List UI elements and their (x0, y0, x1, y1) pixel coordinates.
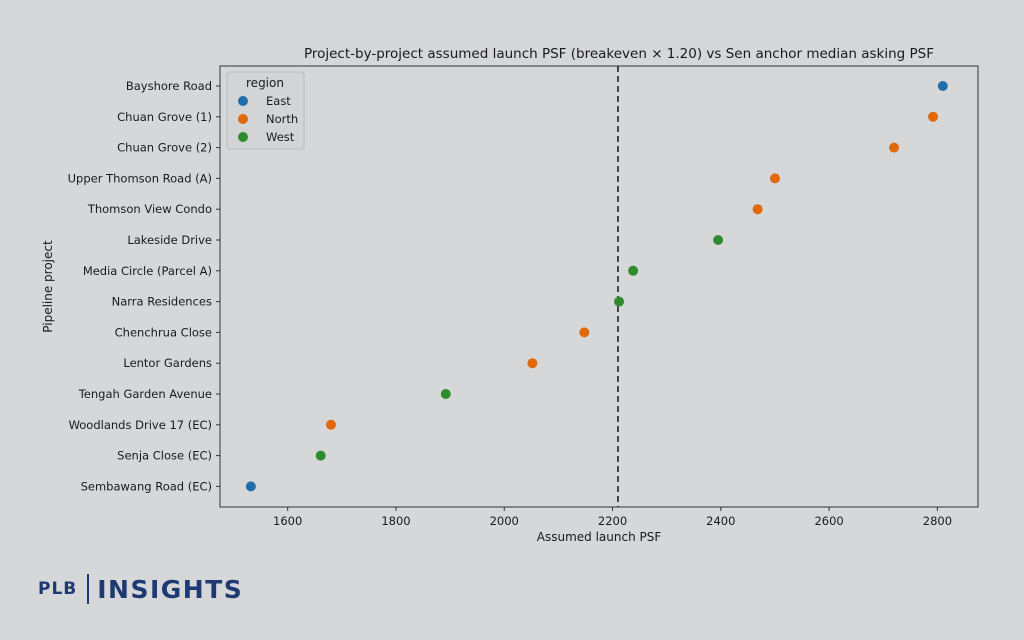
data-point (315, 450, 326, 461)
legend-label: North (266, 112, 298, 126)
y-tick-label: Lentor Gardens (123, 356, 212, 370)
legend-marker (238, 96, 248, 106)
x-tick-label: 1600 (273, 514, 302, 528)
y-tick-label: Sembawang Road (EC) (81, 479, 212, 493)
y-tick-label: Woodlands Drive 17 (EC) (69, 418, 212, 432)
x-tick-label: 2000 (490, 514, 519, 528)
logo-divider (87, 574, 90, 604)
y-tick-label: Upper Thomson Road (A) (68, 171, 212, 185)
x-tick-label: 2600 (814, 514, 843, 528)
y-tick-label: Chenchrua Close (115, 325, 212, 339)
legend-box (226, 71, 305, 150)
data-point (928, 111, 939, 122)
data-point (937, 81, 948, 91)
x-tick-label: 2200 (598, 514, 627, 528)
plot-area (219, 65, 979, 508)
data-point (527, 358, 538, 369)
data-point (614, 296, 625, 307)
x-tick-label: 2800 (923, 514, 952, 528)
legend-marker (238, 132, 248, 142)
logo-insights-text: INSIGHTS (97, 574, 244, 604)
y-tick-label: Narra Residences (112, 295, 212, 309)
y-tick-label: Senja Close (EC) (117, 449, 212, 463)
x-tick-label: 2400 (706, 514, 735, 528)
data-point (325, 419, 336, 430)
y-tick-label: Media Circle (Parcel A) (83, 264, 212, 278)
legend-title: region (246, 76, 284, 90)
data-point (889, 142, 900, 153)
chart-title: Project-by-project assumed launch PSF (b… (304, 46, 934, 62)
data-point (440, 389, 451, 399)
data-point (245, 481, 256, 492)
brand-logo: PLB INSIGHTS (38, 574, 243, 604)
y-axis-label: Pipeline project (41, 240, 55, 333)
legend-label: East (266, 94, 291, 108)
legend-marker (238, 114, 248, 124)
data-point (752, 204, 763, 215)
y-tick-label: Thomson View Condo (87, 202, 212, 216)
y-tick-label: Bayshore Road (126, 79, 212, 93)
logo-plb-text: PLB (38, 579, 78, 599)
y-tick-label: Tengah Garden Avenue (78, 387, 212, 401)
data-point (628, 265, 639, 276)
legend-label: West (266, 130, 295, 144)
x-tick-label: 1800 (381, 514, 410, 528)
x-axis-label: Assumed launch PSF (537, 530, 662, 544)
data-point (713, 235, 724, 245)
legend: region East North West (226, 71, 305, 150)
y-tick-label: Lakeside Drive (127, 233, 212, 247)
data-point (579, 327, 590, 338)
data-point (769, 173, 780, 184)
y-tick-label: Chuan Grove (1) (117, 110, 212, 124)
y-tick-label: Chuan Grove (2) (117, 141, 212, 155)
